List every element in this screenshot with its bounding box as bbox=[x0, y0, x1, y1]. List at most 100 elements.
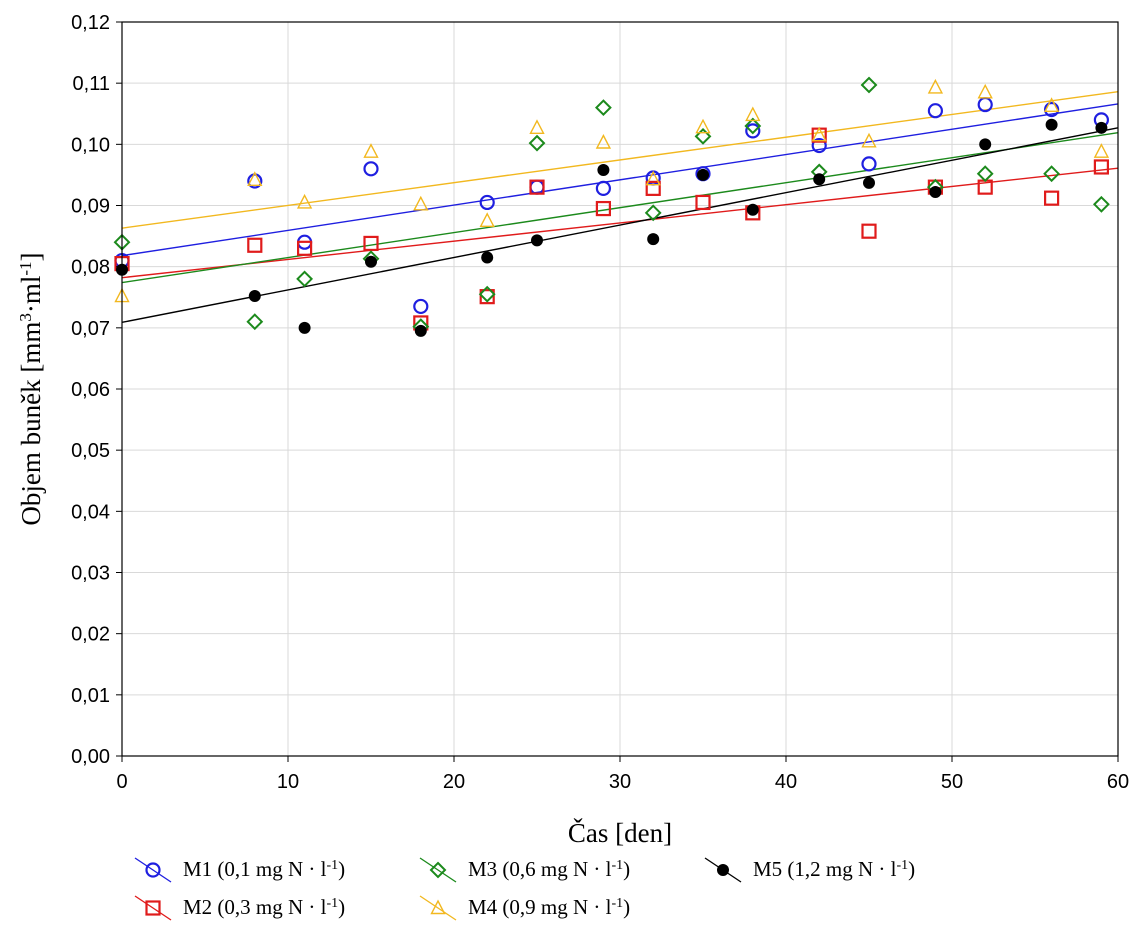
data-point-m5 bbox=[979, 138, 992, 151]
data-point-m5 bbox=[531, 234, 543, 247]
data-point-m4 bbox=[745, 106, 761, 122]
data-point-m2 bbox=[645, 180, 661, 196]
legend-item-m2: M2 (0,3 mg N · l-1) bbox=[134, 895, 345, 921]
y-tick-label: 0,06 bbox=[71, 379, 110, 401]
data-point-m1 bbox=[811, 137, 827, 154]
data-point-m4 bbox=[529, 119, 545, 135]
data-point-m4 bbox=[977, 83, 993, 99]
y-axis-ticks: 0,00 0,01 0,02 0,03 0,04 0,05 0,06 0,07 0,08 0,09… bbox=[71, 12, 122, 768]
x-tick-label: 60 bbox=[1107, 771, 1129, 793]
data-point-m4 bbox=[479, 212, 495, 227]
y-tick-label: 0,05 bbox=[71, 440, 110, 462]
data-point-m5 bbox=[414, 324, 427, 337]
data-point-m4 bbox=[1043, 97, 1060, 112]
y-tick-label: 0,00 bbox=[71, 746, 110, 768]
legend-item-m3: M3 (0,6 mg N · l-1) bbox=[419, 857, 630, 883]
data-point-m4 bbox=[645, 170, 661, 186]
data-point-m3 bbox=[246, 313, 264, 331]
data-points bbox=[113, 76, 1110, 337]
data-point-m5 bbox=[647, 233, 660, 246]
legend-label: M2 (0,3 mg N · l-1) bbox=[183, 895, 345, 919]
legend-line bbox=[134, 895, 172, 921]
data-point-m4 bbox=[363, 143, 379, 158]
data-point-m1 bbox=[861, 156, 877, 172]
data-point-m3 bbox=[528, 134, 546, 152]
data-point-m1 bbox=[1043, 101, 1060, 118]
legend-item-m5: M5 (1,2 mg N · l-1) bbox=[704, 857, 915, 883]
data-point-m2 bbox=[247, 237, 263, 253]
trend-line bbox=[121, 103, 1119, 257]
data-point-m2 bbox=[297, 240, 313, 256]
data-point-m5 bbox=[1095, 121, 1108, 134]
data-point-m2 bbox=[1043, 190, 1060, 206]
data-point-m4 bbox=[595, 133, 612, 149]
trend-lines bbox=[121, 91, 1119, 324]
grid bbox=[121, 21, 1119, 757]
y-tick-label: 0,11 bbox=[73, 73, 110, 95]
legend-label: M3 (0,6 mg N · l-1) bbox=[468, 857, 630, 881]
legend-marker bbox=[145, 862, 161, 878]
data-point-m4 bbox=[413, 195, 429, 211]
y-tick-label: 0,03 bbox=[71, 563, 110, 585]
x-tick-label: 10 bbox=[277, 771, 299, 793]
data-point-m1 bbox=[529, 179, 545, 195]
data-point-m4 bbox=[695, 118, 711, 134]
data-point-m4 bbox=[861, 132, 877, 148]
legend-label: M1 (0,1 mg N · l-1) bbox=[183, 857, 345, 881]
x-tick-label: 20 bbox=[443, 771, 465, 793]
data-point-m5 bbox=[298, 321, 311, 334]
y-tick-label: 0,04 bbox=[71, 501, 110, 523]
y-tick-label: 0,08 bbox=[71, 257, 110, 279]
x-tick-label: 50 bbox=[941, 771, 963, 793]
y-tick-label: 0,09 bbox=[71, 196, 110, 218]
x-axis-title: Čas [den] bbox=[568, 818, 672, 848]
data-point-m3 bbox=[296, 270, 314, 288]
y-tick-label: 0,12 bbox=[71, 12, 110, 34]
data-point-m3 bbox=[744, 117, 762, 135]
data-point-m4 bbox=[247, 171, 263, 187]
y-axis-title: Objem buněk [mm3·ml-1] bbox=[16, 252, 47, 525]
y-tick-label: 0,02 bbox=[71, 624, 110, 646]
data-point-m3 bbox=[976, 165, 994, 183]
data-point-m1 bbox=[479, 194, 495, 211]
data-point-m5 bbox=[813, 173, 826, 186]
data-point-m1 bbox=[745, 123, 761, 139]
data-point-m5 bbox=[248, 290, 261, 303]
legend-marker bbox=[430, 899, 446, 915]
x-tick-label: 30 bbox=[609, 771, 631, 793]
x-tick-label: 40 bbox=[775, 771, 797, 793]
data-point-m2 bbox=[1093, 159, 1110, 175]
data-point-m5 bbox=[481, 251, 494, 264]
data-point-m3 bbox=[644, 204, 662, 222]
y-tick-label: 0,01 bbox=[71, 685, 110, 707]
y-tick-label: 0,10 bbox=[71, 134, 110, 156]
data-point-m2 bbox=[529, 179, 545, 195]
data-point-m2 bbox=[695, 194, 711, 211]
legend-label: M4 (0,9 mg N · l-1) bbox=[468, 895, 630, 919]
legend-line bbox=[419, 857, 457, 883]
data-point-m3 bbox=[1043, 165, 1061, 183]
trend-line bbox=[121, 127, 1119, 324]
data-point-m5 bbox=[597, 164, 610, 177]
data-point-m1 bbox=[247, 173, 263, 189]
data-point-m1 bbox=[363, 161, 379, 177]
data-point-m1 bbox=[927, 103, 944, 119]
data-point-m5 bbox=[746, 203, 759, 216]
data-point-m5 bbox=[697, 168, 709, 181]
data-point-m2 bbox=[595, 200, 612, 217]
legend-line bbox=[134, 857, 172, 883]
data-point-m1 bbox=[413, 298, 429, 315]
data-point-m4 bbox=[927, 78, 944, 94]
legend-marker bbox=[717, 864, 729, 876]
legend-label: M5 (1,2 mg N · l-1) bbox=[753, 857, 915, 881]
data-point-m5 bbox=[365, 255, 377, 268]
legend: M1 (0,1 mg N · l-1) M2 (0,3 mg N · l-1) M3… bbox=[134, 857, 915, 921]
data-point-m2 bbox=[363, 235, 379, 252]
legend-marker bbox=[429, 861, 447, 879]
data-point-m4 bbox=[1093, 143, 1110, 158]
data-point-m5 bbox=[863, 176, 875, 189]
data-point-m2 bbox=[479, 289, 495, 305]
data-point-m3 bbox=[478, 285, 496, 303]
data-point-m1 bbox=[595, 180, 612, 196]
